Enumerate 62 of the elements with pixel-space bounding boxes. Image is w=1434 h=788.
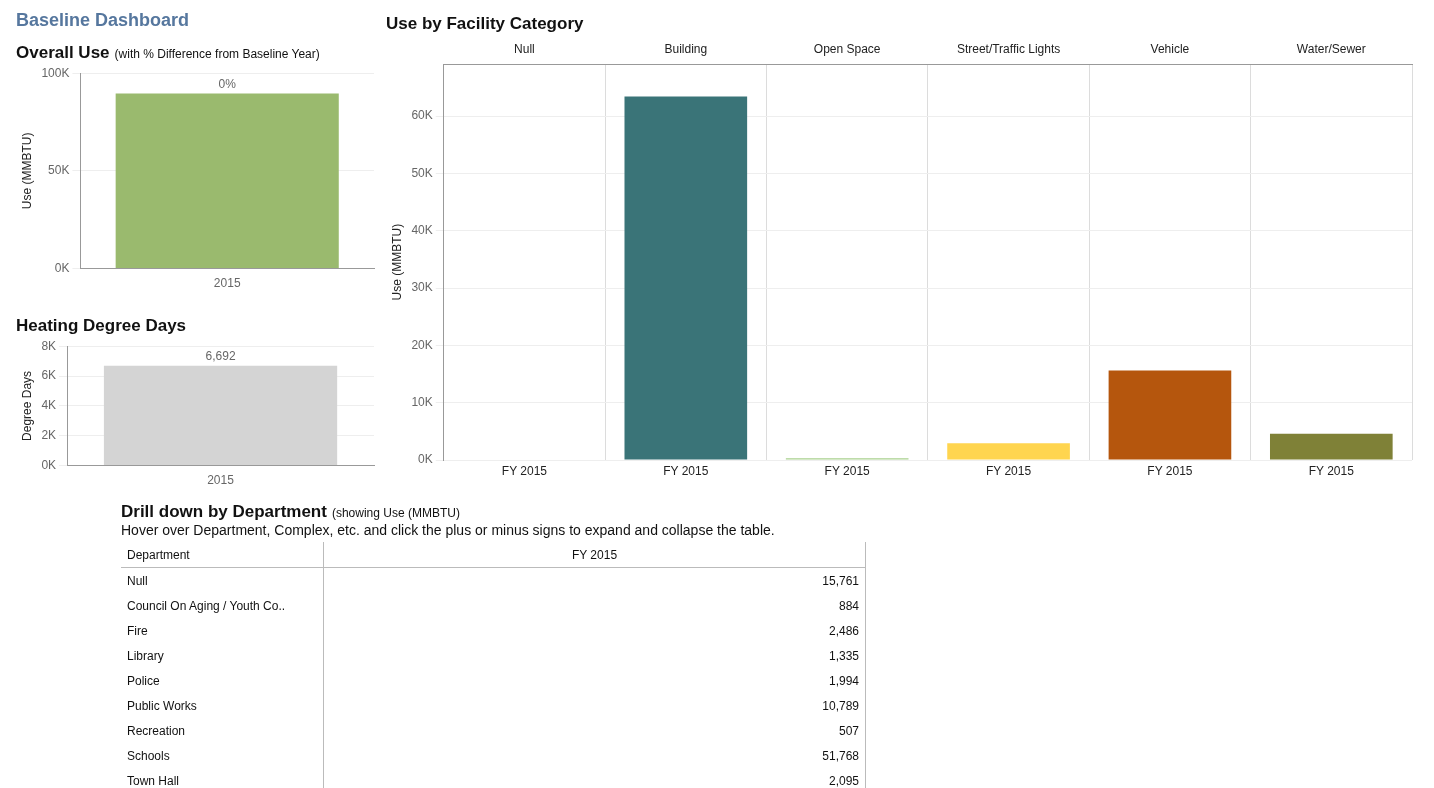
y-axis-title: Use (MMBTU) — [389, 223, 404, 301]
y-tick-label: 40K — [411, 222, 433, 237]
x-tick-label: Building — [664, 41, 708, 56]
x-tick-label: Street/Traffic Lights — [956, 41, 1061, 56]
y-tick-label: 10K — [411, 394, 433, 409]
text: FY 2015 — [824, 464, 870, 479]
text: FY 2015 — [663, 464, 709, 479]
y-tick-label: 4K — [41, 398, 57, 413]
category-label: Fire — [121, 618, 324, 643]
text: Baseline Dashboard — [16, 10, 191, 31]
data-label: 1,994 — [323, 668, 866, 693]
text: FY 2015 — [985, 464, 1032, 479]
x-axis-title: FY 2015 — [501, 464, 548, 479]
data-label: 2,095 — [323, 768, 866, 788]
data-label: 1,335 — [323, 643, 866, 668]
chart-title: Overall Use — [16, 43, 110, 62]
category-label: Town Hall — [121, 768, 324, 788]
data-label: 10,789 — [323, 693, 866, 718]
text: FY 2015 — [1147, 464, 1193, 479]
category-label: Police — [121, 668, 324, 693]
y-tick-label: 0K — [418, 452, 433, 467]
data-label: 51,768 — [323, 743, 866, 768]
annotation: 0% — [218, 76, 237, 91]
category-label: Null — [121, 567, 324, 593]
chart-title: Use by Facility Category — [386, 14, 584, 33]
y-tick-label: 60K — [411, 108, 433, 123]
data-label: 884 — [323, 593, 866, 618]
x-tick-label: Null — [514, 41, 535, 56]
y-tick-label: 100K — [41, 65, 70, 80]
y-tick-label: 2K — [41, 428, 57, 443]
chart-subtitle: (with % Difference from Baseline Year) — [114, 47, 320, 61]
x-tick-label: 2015 — [207, 473, 235, 488]
y-tick-label: 30K — [411, 280, 433, 295]
category-label: Public Works — [121, 693, 324, 718]
data-label: 6,692 — [205, 349, 236, 364]
category-label: Schools — [121, 743, 324, 768]
y-tick-label: 8K — [41, 338, 57, 353]
y-tick-label: 20K — [411, 337, 433, 352]
y-axis-title: Degree Days — [19, 370, 34, 441]
text: Department — [121, 542, 324, 568]
y-tick-label: 50K — [48, 163, 70, 178]
category-label: Recreation — [121, 718, 324, 743]
x-tick-label: 2015 — [213, 276, 241, 291]
text: (showing Use (MMBTU) — [331, 506, 460, 520]
data-label: 507 — [323, 718, 866, 743]
chart-title: Heating Degree Days — [16, 316, 187, 335]
y-tick-label: 0K — [54, 260, 70, 275]
category-label: Council On Aging / Youth Co.. — [121, 593, 324, 618]
y-tick-label: 6K — [41, 368, 57, 383]
y-tick-label: 0K — [41, 457, 57, 472]
text: Hover over Department, Complex, etc. and click the plus or minus signs to expand and collapse the table. — [121, 522, 776, 538]
data-label: 15,761 — [323, 567, 866, 593]
text: FY 2015 — [323, 542, 866, 568]
text: Drill down by Department — [121, 502, 327, 521]
y-tick-label: 50K — [411, 165, 433, 180]
text: FY 2015 — [1308, 464, 1354, 479]
x-tick-label: Water/Sewer — [1296, 41, 1366, 56]
x-tick-label: Vehicle — [1150, 41, 1190, 56]
category-label: Library — [121, 643, 324, 668]
x-tick-label: Open Space — [813, 41, 881, 56]
y-axis-title: Use (MMBTU) — [19, 132, 34, 210]
data-label: 2,486 — [323, 618, 866, 643]
